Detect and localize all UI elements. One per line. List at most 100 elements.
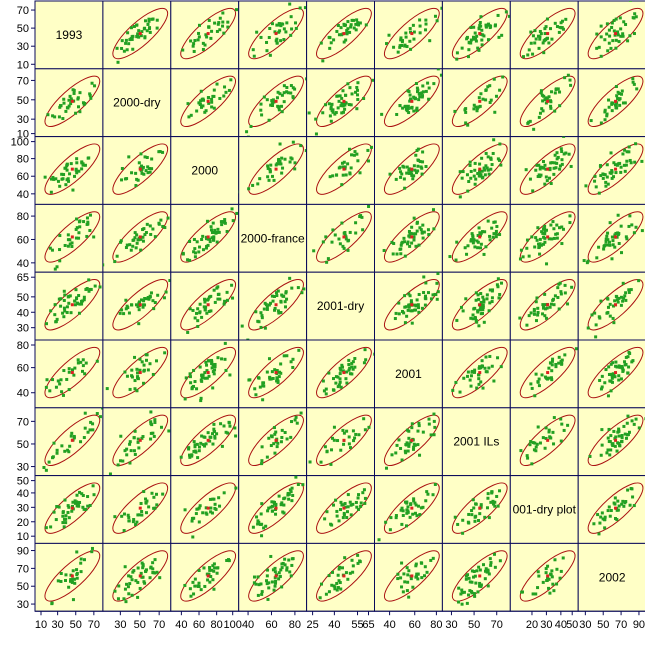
data-point — [617, 427, 621, 431]
data-point — [326, 257, 330, 261]
data-point — [411, 447, 415, 451]
data-point — [621, 499, 625, 503]
data-point — [267, 581, 271, 585]
data-point — [361, 228, 365, 232]
panel-content — [451, 550, 508, 606]
data-point — [470, 580, 474, 584]
data-point — [415, 108, 419, 112]
data-point — [260, 502, 264, 506]
centroid-point — [410, 506, 414, 510]
data-point — [472, 575, 476, 579]
data-point — [202, 566, 206, 570]
data-point — [613, 437, 617, 441]
data-point — [144, 501, 148, 505]
data-point — [139, 298, 143, 302]
panel-background — [374, 339, 443, 409]
data-point — [122, 312, 126, 316]
data-point — [89, 420, 93, 424]
data-point — [486, 496, 490, 500]
data-point — [335, 173, 339, 177]
data-point — [497, 158, 501, 162]
data-point — [333, 233, 337, 237]
panel-background — [238, 203, 308, 273]
data-point — [629, 487, 633, 491]
data-point — [469, 26, 473, 30]
data-point — [70, 241, 74, 245]
panel-background — [577, 542, 645, 612]
data-point — [416, 572, 420, 576]
data-point — [432, 419, 436, 423]
data-point — [597, 191, 601, 195]
data-point — [620, 366, 624, 370]
data-point — [419, 228, 423, 232]
data-point — [279, 39, 283, 43]
data-point — [197, 520, 201, 524]
data-point — [420, 166, 424, 170]
confidence-ellipse — [316, 75, 372, 127]
data-point — [607, 439, 611, 443]
data-point — [548, 166, 552, 170]
data-point — [135, 520, 139, 524]
data-point — [614, 435, 618, 439]
data-point — [474, 318, 478, 322]
panel-background — [306, 203, 376, 273]
data-point — [105, 387, 109, 391]
data-point — [204, 360, 208, 364]
data-point — [460, 602, 464, 606]
data-point — [181, 252, 185, 256]
data-point — [349, 503, 353, 507]
data-point — [543, 163, 547, 167]
panel-content — [312, 204, 372, 264]
data-point — [206, 243, 210, 247]
confidence-ellipse — [383, 414, 440, 466]
data-point — [350, 153, 354, 157]
data-point — [609, 362, 613, 366]
data-point — [493, 220, 497, 224]
data-point — [489, 167, 493, 171]
panel-content — [383, 550, 440, 602]
data-point — [140, 164, 144, 168]
data-point — [543, 227, 547, 231]
data-point — [627, 224, 631, 228]
data-point — [532, 307, 536, 311]
data-point — [344, 571, 348, 575]
y-tick-label: 30 — [17, 599, 29, 611]
data-point — [196, 319, 200, 323]
data-point — [148, 30, 152, 34]
data-point — [519, 248, 523, 252]
y-tick-label: 30 — [17, 462, 29, 474]
data-point — [353, 357, 357, 361]
data-point — [492, 552, 496, 556]
data-point — [335, 29, 339, 33]
data-point — [265, 307, 269, 311]
data-point — [476, 233, 480, 237]
data-point — [412, 164, 416, 168]
data-point — [476, 310, 480, 314]
data-point — [213, 368, 217, 372]
data-point — [64, 109, 68, 113]
data-point — [329, 105, 333, 109]
data-point — [190, 454, 194, 458]
data-point — [634, 142, 638, 146]
data-point — [472, 174, 476, 178]
data-point — [58, 259, 62, 263]
centroid-point — [546, 574, 550, 578]
data-point — [424, 89, 428, 93]
data-point — [477, 366, 481, 370]
data-point — [394, 514, 398, 518]
centroid-point — [70, 574, 74, 578]
data-point — [337, 33, 341, 37]
data-point — [552, 303, 556, 307]
data-point — [203, 371, 207, 375]
data-point — [196, 38, 200, 42]
data-point — [348, 172, 352, 176]
data-point — [421, 84, 425, 88]
data-point — [366, 148, 370, 152]
data-point — [550, 369, 554, 373]
data-point — [403, 305, 407, 309]
data-point — [477, 96, 481, 100]
data-point — [475, 320, 479, 324]
data-point — [339, 508, 343, 512]
data-point — [559, 147, 563, 151]
centroid-point — [478, 32, 482, 36]
